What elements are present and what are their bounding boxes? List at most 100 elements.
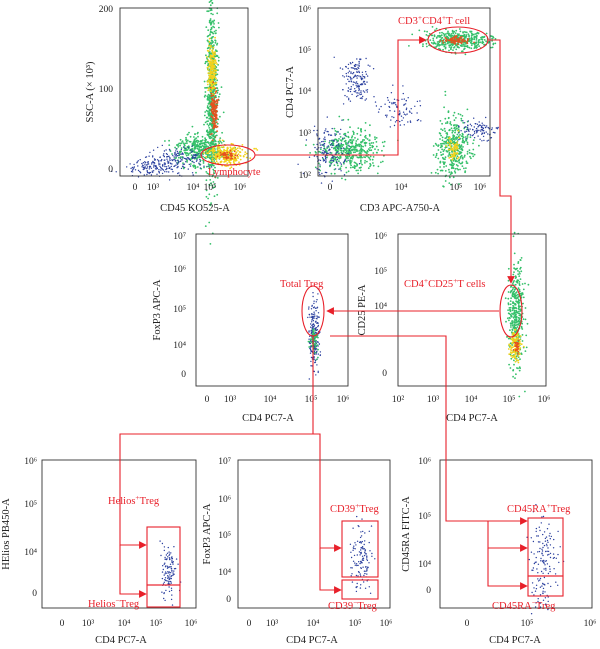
event-dot	[217, 146, 219, 149]
event-dot	[325, 128, 327, 130]
event-dot	[513, 323, 516, 326]
event-dot	[357, 66, 359, 69]
event-dot	[366, 569, 368, 571]
x-tick-label: 10⁶	[474, 183, 487, 193]
event-dot	[364, 77, 366, 79]
event-dot	[311, 327, 313, 329]
event-dot	[147, 163, 150, 165]
event-dot	[188, 131, 190, 134]
event-dot	[220, 146, 223, 149]
event-dot	[354, 147, 357, 149]
event-dot	[477, 32, 480, 35]
event-dot	[473, 36, 476, 39]
event-dot	[210, 101, 213, 104]
event-dot	[355, 84, 357, 87]
event-dot	[524, 307, 527, 309]
x-tick-label: 10⁴	[264, 395, 278, 405]
event-dot	[154, 168, 157, 170]
event-dot	[456, 46, 459, 48]
event-dot	[187, 146, 190, 149]
event-dot	[367, 156, 370, 159]
event-dot	[407, 121, 409, 123]
event-dot	[230, 166, 233, 169]
event-dot	[539, 547, 541, 550]
event-dot	[466, 40, 469, 42]
event-dot	[512, 375, 514, 378]
x-tick-label: 10⁵	[450, 183, 463, 193]
event-dot	[360, 155, 363, 158]
event-dot	[170, 557, 173, 559]
event-dot	[159, 163, 161, 165]
event-dot	[209, 204, 212, 207]
event-dot	[215, 69, 218, 72]
event-dot	[521, 340, 524, 342]
event-dot	[338, 115, 341, 118]
event-dot	[195, 157, 197, 159]
event-dot	[309, 347, 312, 349]
event-dot	[441, 129, 444, 132]
event-dot	[360, 162, 362, 164]
event-dot	[364, 551, 366, 554]
x-tick-label: 0	[133, 183, 138, 193]
event-dot	[209, 33, 212, 36]
event-dot	[347, 90, 349, 92]
event-dot	[215, 126, 217, 129]
event-dot	[352, 139, 355, 141]
x-tick-label: 10⁵	[305, 395, 318, 405]
event-dot	[475, 35, 478, 38]
event-dot	[463, 47, 466, 50]
event-dot	[168, 557, 171, 559]
event-dot	[354, 562, 356, 564]
event-dot	[507, 312, 510, 315]
event-dot	[517, 348, 520, 350]
event-dot	[164, 164, 166, 166]
event-dot	[360, 535, 363, 537]
event-dot	[186, 133, 189, 136]
event-dot	[539, 577, 542, 580]
event-dot	[170, 587, 173, 589]
event-dot	[342, 89, 344, 91]
event-dot	[236, 154, 239, 157]
event-dot	[372, 142, 375, 144]
event-dot	[197, 153, 200, 155]
event-dot	[166, 572, 168, 574]
event-dot	[356, 83, 359, 85]
event-dot	[209, 105, 211, 108]
event-dot	[362, 557, 365, 559]
event-dot	[535, 527, 538, 530]
event-dot	[475, 39, 478, 41]
event-dot	[356, 68, 358, 70]
event-dot	[228, 152, 231, 154]
event-dot	[434, 171, 437, 174]
event-dot	[517, 350, 520, 353]
event-dot	[209, 179, 212, 181]
event-dot	[207, 59, 210, 62]
event-dot	[358, 145, 361, 148]
event-dot	[186, 152, 189, 155]
event-dot	[168, 139, 171, 142]
event-dot	[163, 153, 165, 155]
event-dot	[239, 158, 242, 161]
event-dot	[458, 125, 460, 128]
event-dot	[170, 568, 173, 570]
event-dot	[209, 54, 212, 57]
event-dot	[437, 35, 439, 37]
event-dot	[544, 584, 546, 586]
event-dot	[512, 281, 515, 284]
panel-cd4-cd25: 10⁶ 10⁵ 10⁴ 0 10² 10³ 10⁴ 10⁵ 10⁶ CD4 PC…	[357, 231, 550, 424]
event-dot	[226, 151, 229, 154]
event-dot	[464, 171, 466, 174]
event-dot	[314, 351, 317, 354]
event-dot	[349, 126, 351, 129]
event-dot	[216, 43, 218, 46]
event-dot	[174, 159, 176, 161]
event-dot	[361, 518, 363, 520]
x-tick-label: 10⁶	[185, 619, 198, 629]
event-dot	[458, 161, 461, 164]
event-dot	[518, 395, 521, 398]
y-axis-label: CD4 PC7-A	[285, 66, 296, 118]
event-dot	[207, 149, 210, 152]
event-dot	[425, 34, 428, 36]
event-dot	[179, 142, 182, 145]
event-dot	[360, 561, 362, 563]
